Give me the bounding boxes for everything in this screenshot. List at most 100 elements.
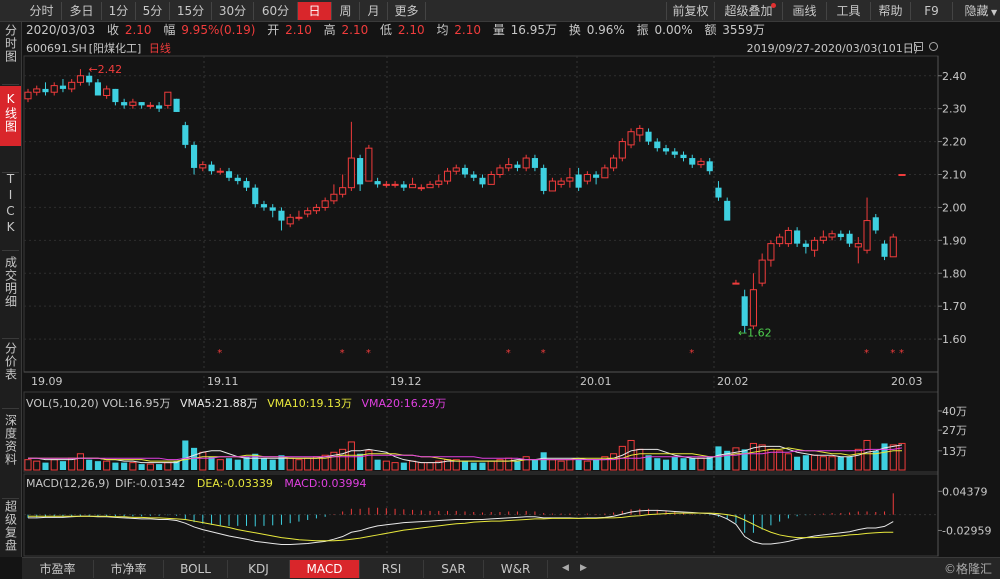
- volume-bar-up: [496, 459, 504, 471]
- volume-bar-down: [156, 464, 163, 470]
- volume-bar-up: [601, 456, 609, 471]
- volume-bar-down: [662, 459, 670, 470]
- tools-button[interactable]: 工具: [826, 2, 870, 20]
- tab-60min[interactable]: 60分: [254, 2, 298, 20]
- candle-body-down: [540, 167, 547, 191]
- side-item-tick[interactable]: TICK: [3, 172, 18, 236]
- tab-30min[interactable]: 30分: [212, 2, 254, 20]
- macd-value: MACD:0.03994: [284, 477, 367, 490]
- volume-bar-down: [881, 443, 888, 470]
- macd-line: [28, 512, 894, 542]
- candle-body-up: [304, 210, 312, 215]
- candle-body-down: [59, 85, 67, 89]
- tab-15min[interactable]: 15分: [170, 2, 212, 20]
- change-value: 9.95%(0.19): [181, 23, 256, 37]
- f9-button[interactable]: F9: [910, 2, 952, 20]
- tab-1min[interactable]: 1分: [102, 2, 136, 20]
- candle-body-down: [680, 154, 687, 159]
- forward-adjust-button[interactable]: 前复权: [666, 2, 714, 20]
- star-marker: *: [217, 348, 222, 359]
- minus-icon[interactable]: [913, 42, 923, 51]
- side-menu: 分时图 K线图 TICK 成交明细 分价表 深度资料 超级复盘: [0, 22, 22, 557]
- star-marker: *: [890, 348, 895, 359]
- chevron-left-icon[interactable]: ◀: [562, 563, 569, 573]
- super-overlay-button[interactable]: 超级叠加: [714, 2, 782, 20]
- vma5-value: VMA5:21.88万: [180, 397, 258, 410]
- candle-body-up: [863, 220, 871, 251]
- star-marker: *: [506, 348, 511, 359]
- side-item-kline-chart[interactable]: K线图: [0, 86, 21, 146]
- candle-body-up: [33, 88, 41, 93]
- amount-label: 额: [704, 23, 717, 37]
- tab-multi-day[interactable]: 多日: [62, 2, 102, 20]
- turnover-value: 0.96%: [586, 23, 625, 37]
- price-tick-label: 1.70: [942, 300, 967, 313]
- candle-body-down: [794, 230, 801, 244]
- side-item-intraday-chart[interactable]: 分时图: [3, 24, 18, 63]
- date-tick-label: 19.12: [390, 375, 422, 388]
- help-button[interactable]: 帮助: [870, 2, 910, 20]
- candle-body-down: [234, 177, 241, 182]
- tab-pb[interactable]: 市净率: [94, 560, 164, 578]
- price-tick-label: 2.20: [942, 136, 967, 149]
- tab-monthly[interactable]: 月: [360, 2, 388, 20]
- tab-boll[interactable]: BOLL: [164, 560, 228, 578]
- tab-rsi[interactable]: RSI: [360, 560, 424, 578]
- price-tick-label: 2.40: [942, 70, 967, 83]
- candle-body-down: [479, 177, 486, 185]
- volume-bar-up: [339, 448, 347, 471]
- price-tick-label: 1.80: [942, 267, 967, 280]
- side-item-super-review[interactable]: 超级复盘: [3, 500, 18, 552]
- volume-bar-up: [557, 460, 565, 471]
- volume-bar-up: [382, 460, 390, 471]
- candle-body-down: [724, 200, 731, 221]
- volume-bar-up: [505, 457, 513, 471]
- candle-body-up: [426, 183, 434, 189]
- tab-macd[interactable]: MACD: [290, 560, 360, 578]
- volume-bar-down: [260, 458, 268, 470]
- tab-pe[interactable]: 市盈率: [22, 560, 94, 578]
- volume-bar-down: [794, 456, 801, 470]
- period-label: 日线: [148, 42, 171, 55]
- volume-bar-up: [435, 460, 443, 471]
- tab-weekly[interactable]: 周: [332, 2, 360, 20]
- volume-label: 量: [492, 23, 505, 37]
- star-marker: *: [864, 348, 869, 359]
- candle-body-up: [618, 141, 626, 159]
- tab-wr[interactable]: W&R: [484, 560, 548, 578]
- low-annotation: ←1.62: [738, 327, 772, 340]
- volume-bar-down: [741, 449, 748, 470]
- avg-label: 均: [436, 23, 449, 37]
- side-item-price-table[interactable]: 分价表: [3, 342, 18, 381]
- candle-body-up: [522, 157, 530, 169]
- chevron-right-icon[interactable]: ▶: [580, 563, 587, 573]
- candle-body-up: [216, 170, 224, 173]
- tab-more[interactable]: 更多: [388, 2, 426, 20]
- tab-intraday[interactable]: 分时: [22, 2, 62, 20]
- candle-body-down: [138, 102, 145, 106]
- side-item-trade-detail[interactable]: 成交明细: [3, 256, 18, 308]
- amplitude-value: 0.00%: [654, 23, 693, 37]
- candle-body-up: [295, 216, 303, 219]
- candle-body-up: [811, 239, 819, 251]
- star-marker: *: [340, 348, 345, 359]
- tab-sar[interactable]: SAR: [424, 560, 484, 578]
- volume-tick-label: 13万: [942, 445, 967, 458]
- candle-body-up: [365, 147, 373, 182]
- candle-body-up: [330, 193, 338, 202]
- hide-button[interactable]: 隐藏: [952, 2, 1000, 20]
- date-tick-label: 19.11: [207, 375, 239, 388]
- tab-5min[interactable]: 5分: [136, 2, 170, 20]
- volume-legend: VOL(5,10,20) VOL:16.95万 VMA5:21.88万 VMA1…: [26, 395, 446, 411]
- side-item-depth-data[interactable]: 深度资料: [3, 414, 18, 466]
- tab-kdj[interactable]: KDJ: [228, 560, 290, 578]
- date-range: 2019/09/27-2020/03/03(101日): [746, 42, 918, 55]
- volume-bar-down: [479, 462, 486, 470]
- candle-body-down: [575, 174, 582, 188]
- settings-icon[interactable]: [929, 42, 938, 51]
- tab-daily[interactable]: 日: [298, 2, 332, 20]
- volume-bar-up: [819, 456, 827, 471]
- volume-value: 16.95万: [510, 23, 558, 37]
- draw-line-button[interactable]: 画线: [782, 2, 826, 20]
